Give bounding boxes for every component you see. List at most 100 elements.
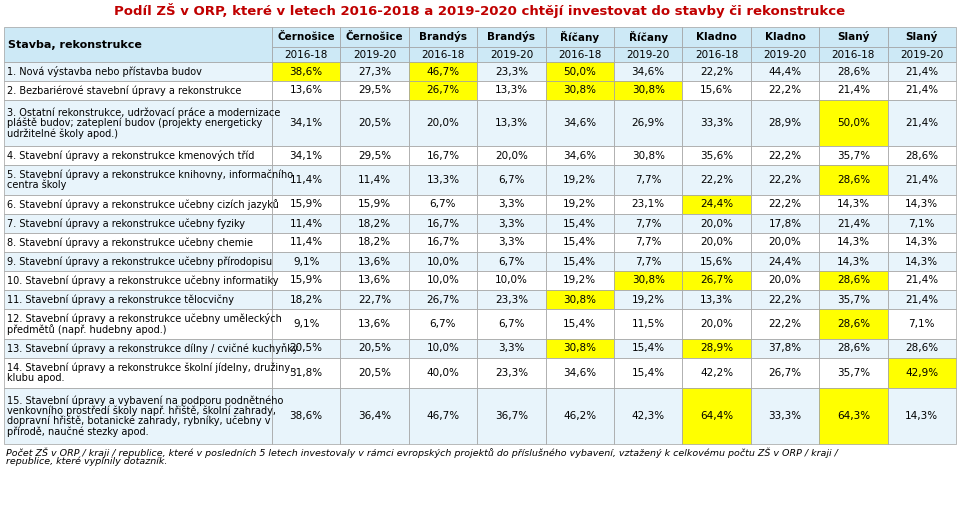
Text: 30,8%: 30,8% [632,86,664,95]
Text: venkovního prostředí školy např. hřiště, školní zahrady,: venkovního prostředí školy např. hřiště,… [7,405,276,416]
Text: 23,3%: 23,3% [494,294,528,305]
Bar [409,195,477,214]
Bar [409,100,477,146]
Bar [751,214,819,233]
Text: klubu apod.: klubu apod. [7,373,64,383]
Bar [545,27,614,47]
Bar [545,358,614,388]
Bar [477,47,545,62]
Text: 20,0%: 20,0% [769,275,802,286]
Text: 19,2%: 19,2% [564,275,596,286]
Text: 26,7%: 26,7% [426,86,460,95]
Text: 30,8%: 30,8% [632,150,664,161]
Text: 2. Bezbariérové stavební úpravy a rekonstrukce: 2. Bezbariérové stavební úpravy a rekons… [7,85,241,96]
Text: 18,2%: 18,2% [290,294,323,305]
Text: 21,4%: 21,4% [905,67,938,76]
Bar [477,146,545,165]
Bar [751,27,819,47]
Bar [4,271,272,290]
Bar [477,271,545,290]
Text: udržitelné školy apod.): udržitelné školy apod.) [7,128,118,139]
Text: 20,0%: 20,0% [700,319,733,329]
Text: 28,6%: 28,6% [905,150,938,161]
Bar [819,62,888,81]
Text: 7,7%: 7,7% [635,175,661,185]
Bar [819,195,888,214]
Bar [819,100,888,146]
Text: 13,3%: 13,3% [700,294,733,305]
Bar [4,358,272,388]
Bar [751,388,819,444]
Bar [751,271,819,290]
Text: 3,3%: 3,3% [498,200,525,209]
Bar [477,100,545,146]
Bar [683,271,751,290]
Text: 35,6%: 35,6% [700,150,733,161]
Text: 38,6%: 38,6% [290,411,323,421]
Text: 20,0%: 20,0% [700,219,733,228]
Text: 12. Stavební úpravy a rekonstrukce učebny uměleckých: 12. Stavební úpravy a rekonstrukce učebn… [7,313,282,324]
Bar [614,358,683,388]
Text: republice, které vyplnily dotazník.: republice, které vyplnily dotazník. [6,456,167,465]
Text: 9,1%: 9,1% [293,256,320,266]
Bar [4,388,272,444]
Bar [751,339,819,358]
Bar [683,388,751,444]
Text: 22,2%: 22,2% [768,150,802,161]
Text: 6,7%: 6,7% [498,256,525,266]
Text: 34,6%: 34,6% [564,118,596,128]
Text: 26,9%: 26,9% [632,118,664,128]
Text: 3,3%: 3,3% [498,344,525,353]
Text: 6,7%: 6,7% [498,175,525,185]
Text: 7,7%: 7,7% [635,238,661,247]
Bar [888,62,956,81]
Bar [341,146,409,165]
Text: 35,7%: 35,7% [837,368,870,378]
Bar [614,195,683,214]
Text: 18,2%: 18,2% [358,219,391,228]
Text: 20,5%: 20,5% [290,344,323,353]
Text: 9,1%: 9,1% [293,319,320,329]
Bar [4,81,272,100]
Bar [272,27,341,47]
Text: 28,6%: 28,6% [905,344,938,353]
Text: 7. Stavební úpravy a rekonstrukce učebny fyziky: 7. Stavební úpravy a rekonstrukce učebny… [7,218,245,229]
Text: 13,6%: 13,6% [358,319,391,329]
Text: 19,2%: 19,2% [564,200,596,209]
Text: 10. Stavební úpravy a rekonstrukce učebny informatiky: 10. Stavební úpravy a rekonstrukce učebn… [7,275,278,286]
Text: 2016-18: 2016-18 [284,49,328,60]
Text: 34,6%: 34,6% [564,368,596,378]
Bar [272,252,341,271]
Text: 11. Stavební úpravy a rekonstrukce tělocvičny: 11. Stavební úpravy a rekonstrukce těloc… [7,294,234,305]
Bar [545,81,614,100]
Bar [683,27,751,47]
Bar [477,62,545,81]
Text: 24,4%: 24,4% [700,200,733,209]
Bar [751,290,819,309]
Bar [545,252,614,271]
Text: 38,6%: 38,6% [290,67,323,76]
Text: 1. Nová výstavba nebo přístavba budov: 1. Nová výstavba nebo přístavba budov [7,66,202,77]
Text: 11,5%: 11,5% [632,319,664,329]
Bar [545,62,614,81]
Bar [614,27,683,47]
Bar [409,309,477,339]
Text: 20,0%: 20,0% [700,238,733,247]
Bar [341,252,409,271]
Bar [545,271,614,290]
Text: 14,3%: 14,3% [905,256,938,266]
Bar [751,81,819,100]
Text: 15. Stavební úpravy a vybavení na podporu podnětného: 15. Stavební úpravy a vybavení na podpor… [7,395,283,405]
Bar [341,195,409,214]
Bar [409,62,477,81]
Text: 34,1%: 34,1% [290,118,323,128]
Bar [477,358,545,388]
Text: 6. Stavební úpravy a rekonstrukce učebny cizích jazyků: 6. Stavební úpravy a rekonstrukce učebny… [7,199,278,210]
Text: 30,8%: 30,8% [564,344,596,353]
Bar [614,388,683,444]
Bar [4,309,272,339]
Text: Slaný: Slaný [905,31,938,43]
Bar [341,290,409,309]
Text: 23,1%: 23,1% [632,200,664,209]
Text: 11,4%: 11,4% [358,175,391,185]
